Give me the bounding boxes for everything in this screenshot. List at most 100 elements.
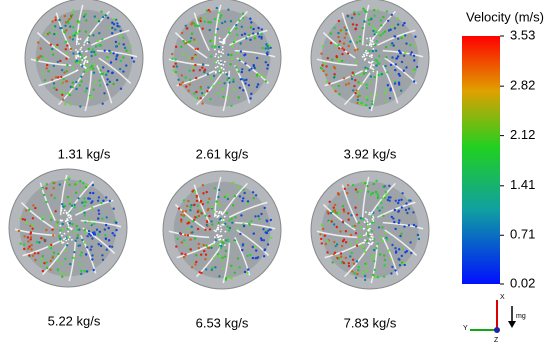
particle: [189, 78, 192, 82]
particle: [357, 265, 360, 269]
particle: [116, 24, 119, 28]
particle: [59, 59, 62, 63]
particle: [241, 199, 244, 203]
particle: [345, 28, 348, 32]
particle: [53, 196, 56, 200]
particle: [193, 237, 197, 240]
particle: [258, 217, 261, 221]
particle: [93, 15, 97, 18]
particle: [365, 49, 367, 52]
particle: [66, 195, 70, 199]
particle: [68, 210, 71, 213]
particle: [187, 40, 190, 44]
particle: [370, 193, 373, 196]
particle: [182, 255, 186, 259]
particle: [410, 251, 413, 255]
particle: [218, 210, 221, 213]
particle: [241, 12, 245, 15]
particle: [29, 238, 32, 241]
particle: [112, 23, 116, 26]
particle: [386, 84, 390, 87]
particle: [63, 14, 67, 18]
particle: [341, 240, 345, 243]
particle: [78, 263, 82, 266]
particle: [116, 22, 119, 25]
particle: [370, 18, 373, 21]
particle: [193, 55, 197, 58]
particle: [385, 10, 389, 13]
particle: [91, 258, 94, 261]
particle: [393, 208, 396, 212]
particle: [225, 211, 228, 215]
particle: [223, 82, 226, 85]
particle: [331, 210, 335, 213]
particle: [174, 70, 177, 74]
particle: [255, 74, 259, 77]
particle: [389, 196, 392, 199]
particle: [231, 45, 234, 48]
particle: [184, 24, 187, 27]
particle: [329, 41, 333, 45]
particle: [43, 79, 47, 82]
particle: [323, 234, 327, 237]
particle: [98, 32, 101, 35]
particle: [353, 49, 357, 52]
particle: [382, 214, 385, 218]
particle: [217, 226, 220, 229]
particle: [114, 40, 118, 44]
particle: [362, 217, 365, 221]
particle: [397, 72, 401, 76]
particle: [210, 220, 213, 223]
particle: [195, 90, 198, 94]
particle: [355, 89, 358, 92]
particle: [220, 14, 223, 17]
particle: [266, 243, 270, 246]
particle: [217, 59, 219, 62]
particle: [57, 76, 60, 79]
particle: [115, 78, 119, 82]
particle: [201, 184, 205, 187]
particle: [358, 101, 361, 105]
particle: [335, 212, 339, 215]
particle: [347, 264, 351, 268]
particle: [407, 224, 411, 227]
panel: 1.31 kg/s: [24, 0, 144, 161]
particle: [412, 211, 415, 214]
particle: [236, 257, 240, 260]
particle: [246, 271, 249, 274]
particle: [233, 266, 236, 270]
panel: 6.53 kg/s: [162, 170, 282, 330]
particle: [227, 8, 230, 11]
particle: [108, 80, 112, 84]
particle: [406, 211, 409, 215]
particle: [333, 203, 337, 207]
particle: [91, 237, 94, 240]
particle: [260, 32, 263, 35]
particle: [351, 184, 355, 187]
particle: [90, 50, 93, 54]
particle: [261, 46, 264, 50]
particle: [337, 44, 340, 47]
particle: [111, 32, 114, 35]
particle: [224, 71, 227, 74]
particle: [224, 222, 227, 226]
particle: [190, 57, 194, 61]
particle: [235, 33, 239, 37]
particle: [206, 246, 210, 249]
particle: [182, 53, 185, 56]
particle: [60, 27, 63, 30]
particle: [210, 268, 214, 271]
vane: [55, 12, 72, 51]
particle: [107, 239, 111, 242]
particle: [217, 221, 220, 225]
z-label: Z: [494, 337, 499, 344]
particle: [370, 243, 373, 246]
particle: [85, 69, 89, 72]
particle: [225, 73, 229, 76]
particle: [220, 219, 223, 222]
particle: [220, 55, 222, 58]
particle: [119, 87, 123, 90]
particle: [96, 199, 100, 202]
particle: [218, 70, 221, 72]
particle: [63, 31, 67, 34]
